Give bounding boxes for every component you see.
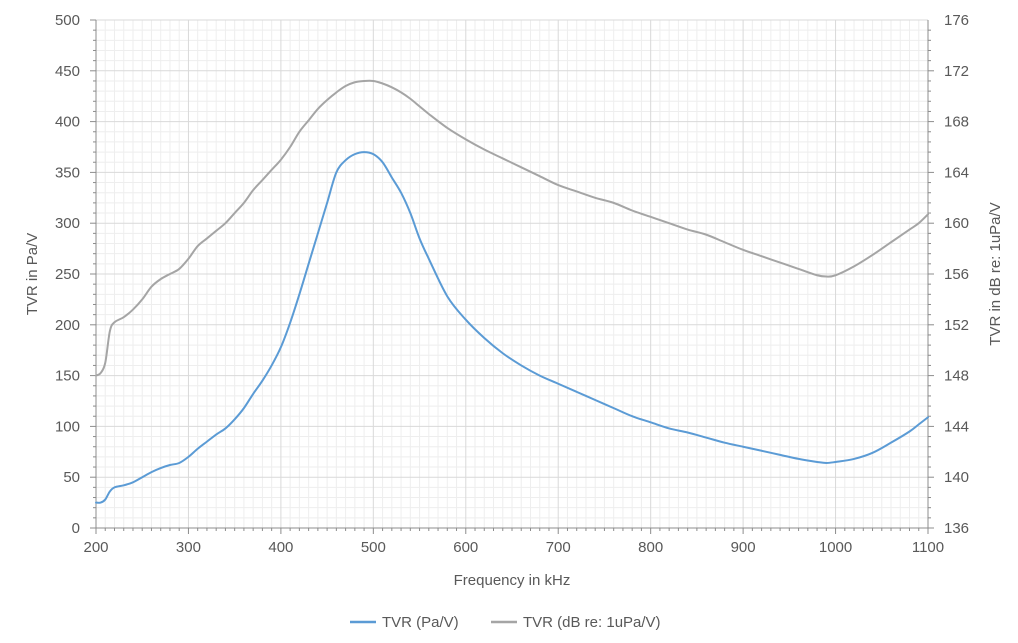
y2-tick-label: 172 [944,63,969,80]
x-tick-label: 600 [453,539,478,556]
legend-label-tvr-db: TVR (dB re: 1uPa/V) [523,614,661,631]
y2-tick-label: 140 [944,469,969,486]
x-axis-title: Frequency in kHz [454,572,571,589]
y2-tick-label: 148 [944,368,969,385]
y2-tick-label: 156 [944,266,969,283]
y2-tick-label: 176 [944,12,969,29]
y2-tick-label: 136 [944,520,969,537]
y-tick-label: 500 [55,12,80,29]
series-line-tvr-db [95,79,929,377]
y-tick-label: 400 [55,114,80,131]
x-tick-label: 800 [638,539,663,556]
y2-tick-label: 164 [944,164,969,181]
series-layer [95,79,929,504]
y-tick-label: 50 [63,469,80,486]
y-tick-label: 450 [55,63,80,80]
x-tick-label: 300 [176,539,201,556]
y-tick-label: 250 [55,266,80,283]
y-tick-label: 200 [55,317,80,334]
x-tick-label: 700 [546,539,571,556]
axes [90,19,934,534]
legend-label-tvr-pa: TVR (Pa/V) [382,614,459,631]
y2-tick-label: 168 [944,114,969,131]
y-tick-label: 350 [55,164,80,181]
x-tick-label: 1000 [819,539,852,556]
y-tick-label: 150 [55,368,80,385]
y-tick-label: 100 [55,418,80,435]
y2-axis-title: TVR in dB re: 1uPa/V [987,202,1004,345]
y-tick-label: 0 [72,520,80,537]
y2-tick-label: 160 [944,215,969,232]
legend: TVR (Pa/V) TVR (dB re: 1uPa/V) [350,614,661,631]
y-axis-title: TVR in Pa/V [24,233,41,316]
series-line-tvr-pa [95,151,929,504]
x-tick-label: 200 [83,539,108,556]
y2-tick-label: 152 [944,317,969,334]
x-tick-label: 900 [731,539,756,556]
x-tick-label: 400 [268,539,293,556]
x-tick-label: 1100 [912,539,944,556]
x-tick-label: 500 [361,539,386,556]
y-tick-label: 300 [55,215,80,232]
tick-labels: 200 300 400 500 600 700 800 900 1000 1100 0 50 100 15… [55,12,969,556]
y2-tick-label: 144 [944,418,969,435]
